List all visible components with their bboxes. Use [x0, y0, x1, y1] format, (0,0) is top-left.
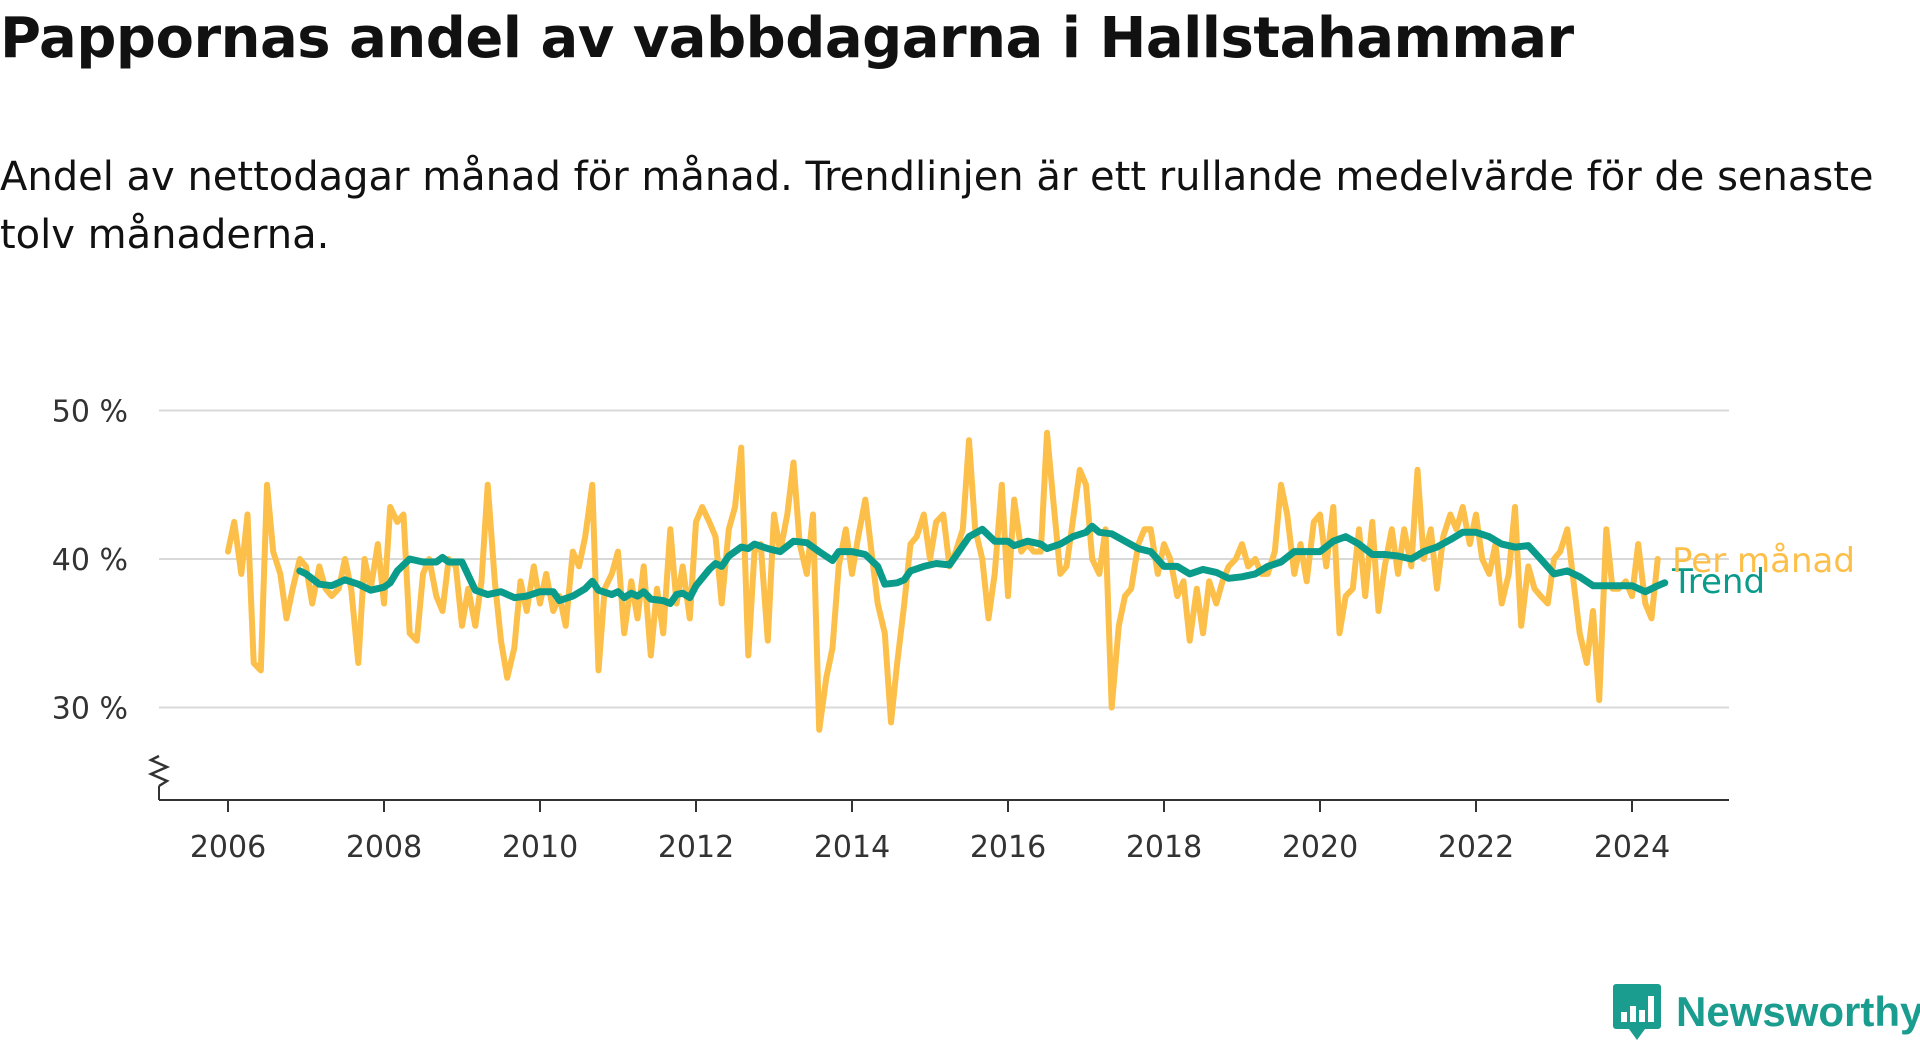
x-tick-label-2020: 2020	[1282, 830, 1358, 865]
series-lines	[225, 429, 1669, 733]
x-axis-ticks: 2006 2008 2010 2012 2014 2016 2018 2020 2022 2024	[190, 800, 1670, 865]
x-tick-label-2008: 2008	[346, 830, 422, 865]
x-tick-label-2006: 2006	[190, 830, 266, 865]
y-axis-ticks: 30 % 40 % 50 %	[52, 395, 128, 727]
chart-title: Pappornas andel av vabbdagarna i Hallsta…	[0, 6, 1574, 71]
newsworthy-logo-icon	[1613, 984, 1661, 1040]
axes	[147, 754, 1729, 801]
y-tick-label-50: 50 %	[52, 395, 128, 430]
x-tick-label-2022: 2022	[1438, 830, 1514, 865]
x-tick-label-2024: 2024	[1594, 830, 1670, 865]
newsworthy-logo: Newsworthy	[1612, 982, 1920, 1042]
series-line-trend	[296, 522, 1669, 607]
series-label-trend: Trend	[1671, 562, 1765, 602]
brand-name: Newsworthy	[1676, 988, 1920, 1035]
y-tick-label-30: 30 %	[52, 692, 128, 727]
x-tick-label-2018: 2018	[1126, 830, 1202, 865]
axis-break-icon	[147, 754, 171, 788]
x-tick-label-2016: 2016	[970, 830, 1046, 865]
x-tick-label-2014: 2014	[814, 830, 890, 865]
x-tick-label-2012: 2012	[658, 830, 734, 865]
series-line-per-m-nad	[225, 429, 1661, 733]
x-tick-label-2010: 2010	[502, 830, 578, 865]
chart-subtitle: Andel av nettodagar månad för månad. Tre…	[0, 154, 1874, 258]
line-chart: 2006 2008 2010 2012 2014 2016 2018 2020 2022 2024…	[52, 395, 1855, 866]
series-label-per-m-nad: Per månad	[1672, 541, 1855, 581]
y-tick-label-40: 40 %	[52, 543, 128, 578]
